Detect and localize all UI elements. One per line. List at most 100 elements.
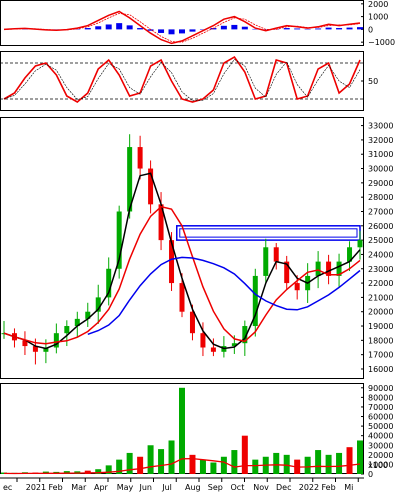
macd-hist-bar [220,25,227,30]
price-ytick-label: 23000 [368,265,393,274]
volume-ytick-label: 80000 [368,393,393,402]
macd-hist-bar [168,29,175,35]
x-tick-label: 2021 [26,483,46,492]
volume-bar [241,435,248,474]
macd-histogram-frame [0,0,364,46]
macd-hist-bar [179,29,185,34]
price-candle-body [284,261,290,284]
price-candle-body [64,326,70,334]
volume-bar [325,454,332,474]
x-tick-label: Apr [94,483,109,492]
volume-ytick-label: 40000 [368,432,393,441]
price-ytick-label: 31000 [368,150,393,159]
price-candle-body [169,240,175,284]
price-ytick-label: 33000 [368,122,393,131]
macd-hist-bar [158,29,165,33]
price-candle-body [336,261,342,276]
volume-bar [158,449,165,474]
macd-histogram-ytick-label: 0 [368,25,373,34]
macd-hist-bar [336,28,343,30]
macd-histogram-ytick-label: 1000 [368,13,388,22]
x-tick-label: ec [3,483,12,492]
macd-hist-bar [189,29,196,32]
price-candle-body [200,333,206,348]
volume-bar [189,454,196,474]
price-candle-body [32,346,38,352]
price-candle-body [242,326,248,344]
macd-hist-bar [231,24,238,30]
macd-hist-bar [95,26,102,30]
macd-hist-bar [294,28,301,30]
x-tick-label: Jul [161,483,172,492]
volume-ytick-label: 90000 [368,384,393,393]
volume-bar [273,452,280,474]
price-candle-body [53,333,59,348]
volume-ytick-label: 0 [368,470,373,479]
x-tick-label: Oct [231,483,245,492]
macd-hist-bar [325,27,332,30]
price-ytick-label: 28000 [368,193,393,202]
volume-bar [105,465,112,474]
x-tick-label: Mi [344,483,353,492]
volume-bar [95,469,102,474]
volume-bar [210,462,217,474]
macd-line [3,10,361,45]
price-candle-body [273,247,279,262]
macd-histogram-ytick-label: −1000 [368,38,395,47]
price-ytick-label: 19000 [368,322,393,331]
volume-ytick-label: 10000 [368,460,393,469]
volume-bar [252,459,259,474]
price-ytick-label: 17000 [368,351,393,360]
price-candle-body [22,340,28,347]
x-axis: ec 2021 Feb Mar Apr May Jun Jul Aug Sep Oct Nov Dec 2… [0,477,364,492]
macd-hist-bar [84,28,91,30]
price-ytick-label: 30000 [368,165,393,174]
x-tick-label: Sep [208,483,223,492]
price-frame [0,117,364,379]
price-ytick-label: 26000 [368,222,393,231]
volume-bar [179,387,185,474]
price-candle-body [43,347,49,352]
price-ytick-label: 32000 [368,136,393,145]
volume-bar [315,450,322,474]
volume-ytick-label: 50000 [368,422,393,431]
macd-hist-bar [137,28,144,30]
volume-ytick-label: 30000 [368,441,393,450]
price-candle-body [158,204,164,241]
volume-bar [147,445,154,474]
macd-hist-bar [283,28,290,30]
ma-short-line [3,172,361,350]
ma-mid-line [3,205,361,345]
price-candle-body [326,261,332,276]
x-tick-label: Feb [322,483,336,492]
price-candle-body [263,247,269,276]
price-candle-body [137,147,143,169]
volume-bar [357,440,363,474]
macd-hist-bar [210,28,217,30]
macd-hist-bar [105,24,112,30]
macd-signal-line [3,12,361,43]
price-candle-body [116,211,122,269]
price-ytick-label: 16000 [368,365,393,374]
price-candle-body [85,311,91,319]
ma-long-line [87,256,361,336]
x-tick-label: May [117,483,134,492]
volume-bar [304,456,311,474]
price-ytick-label: 27000 [368,207,393,216]
volume-bar [336,452,343,474]
volume-ytick-label: 20000 [368,451,393,460]
price-candle-body [189,311,195,334]
price-ytick-label: 22000 [368,279,393,288]
volume-ytick-label: 60000 [368,413,393,422]
price-candle-body [148,168,154,205]
macd-hist-bar [147,29,154,31]
stoch-d-line [3,58,361,102]
price-ytick-label: 18000 [368,336,393,345]
volume-ma-line [3,457,361,475]
price-ytick-label: 21000 [368,293,393,302]
volume-panel: 9000080000700006000050000400003000020000… [0,383,393,479]
volume-bar [1,472,7,474]
macd-hist-bar [126,25,133,30]
macd-histogram-panel: 2000 1000 0 −1000 [0,0,395,47]
